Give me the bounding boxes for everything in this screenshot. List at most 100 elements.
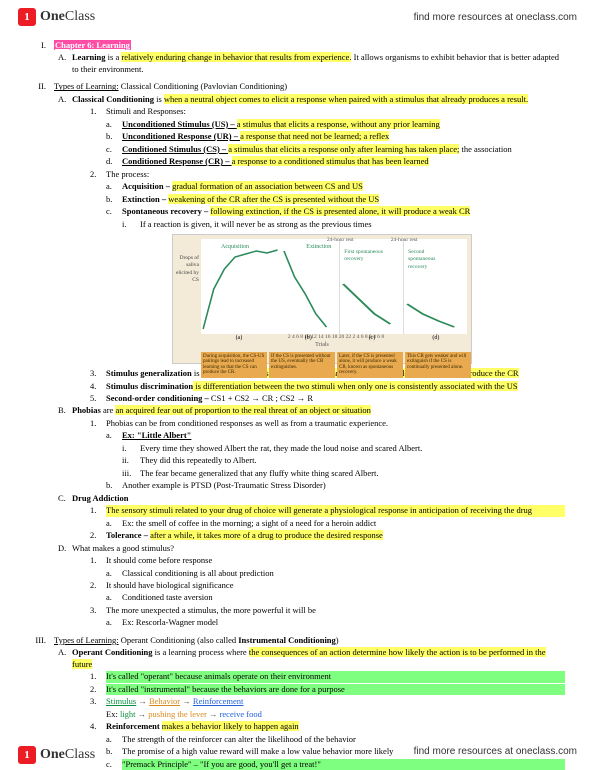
stimuli-heading: Stimuli and Responses: <box>106 106 565 117</box>
panel-label: First spontaneous recovery <box>344 249 384 264</box>
lvl-a-lbl: A. <box>54 52 72 75</box>
process-heading: The process: <box>106 169 565 180</box>
section-ii: II. Types of Learning: Classical Conditi… <box>30 81 565 628</box>
logo-text: OneClass <box>40 9 95 25</box>
roman-num: I. <box>30 40 54 75</box>
num-lbl: 4. <box>90 381 106 392</box>
albert-ii: They did this repeatedly to Albert. <box>140 455 565 466</box>
panel-letter: (d) <box>432 334 439 342</box>
y-axis-label: Drops of saliva elicited by CS <box>175 255 199 285</box>
sub-lbl: i. <box>122 219 140 230</box>
note: If a reaction is given, it will never be… <box>140 219 565 230</box>
panel-letter: (c) <box>369 334 376 342</box>
footer-link[interactable]: find more resources at oneclass.com <box>414 746 577 764</box>
chapter-title: Chapter 6: Learning <box>54 40 131 50</box>
sub-lbl: i. <box>122 443 140 454</box>
num-lbl: 2. <box>90 530 106 541</box>
stim-disc: Stimulus discrimination is differentiati… <box>106 381 565 392</box>
reinf-a: The strength of the reinforcer can alter… <box>122 734 565 745</box>
caption-d: This CR gets weaker and will extinguish … <box>405 352 471 378</box>
albert-iii: The fear became generalized that any flu… <box>140 468 565 479</box>
sub-lbl: a. <box>106 617 122 628</box>
phobias: Phobias are an acquired fear out of prop… <box>72 405 565 491</box>
lvl-a-lbl: A. <box>54 94 72 405</box>
sub-lbl: a. <box>106 568 122 579</box>
x-ticks: 2 4 6 8 10 12 14 16 18 20 22 2 4 6 8 2 4… <box>173 334 471 341</box>
sub-lbl: a. <box>106 734 122 745</box>
d2: It should have biological significance <box>106 580 565 591</box>
num-lbl: 3. <box>90 605 106 616</box>
roman-num: II. <box>30 81 54 628</box>
num-lbl: 2. <box>90 169 106 180</box>
ptsd: Another example is PTSD (Post-Traumatic … <box>122 480 565 491</box>
logo-text: OneClass <box>40 747 95 763</box>
sub-lbl: a. <box>106 430 122 441</box>
acquisition-def: Acquisition – gradual formation of an as… <box>122 181 565 192</box>
ur-def: Unconditioned Response (UR) – a response… <box>122 131 565 142</box>
panel-letter: (a) <box>236 334 243 342</box>
num-lbl: 3. <box>90 696 106 707</box>
instrumental: Instrumental Conditioning <box>238 635 336 645</box>
sbr-chain: Stimulus → Behavior → Reinforcement <box>106 696 565 707</box>
extinction-def: Extinction – weakening of the CR after t… <box>122 194 565 205</box>
num-lbl: 4. <box>90 721 106 732</box>
drug-addiction: Drug Addiction 1.The sensory stimuli rel… <box>72 493 565 542</box>
little-albert: Ex: "Little Albert" <box>122 430 565 441</box>
num-lbl: 1. <box>90 671 106 682</box>
footer-logo: 1 OneClass <box>18 746 95 764</box>
reinforcement: Reinforcement makes a behavior likely to… <box>106 721 565 732</box>
d1a: Classical conditioning is all about pred… <box>122 568 565 579</box>
chart-captions: During acquisition, the CS-US pairings l… <box>173 352 471 378</box>
num-lbl: 1. <box>90 106 106 117</box>
good-stimulus: What makes a good stimulus? 1.It should … <box>72 543 565 629</box>
caption-a: During acquisition, the CS-US pairings l… <box>201 352 267 378</box>
section-subtitle: Operant Conditioning (also called <box>119 635 239 645</box>
num-lbl: 1. <box>90 505 106 516</box>
sub-lbl: a. <box>106 592 122 603</box>
conditioning-chart: Drops of saliva elicited by CS Acquisiti… <box>172 234 565 364</box>
d1: It should come before response <box>106 555 565 566</box>
header: 1 OneClass find more resources at onecla… <box>0 0 595 30</box>
chart-panel-c: 24-hour rest First spontaneous recovery … <box>339 239 403 334</box>
sub-lbl: ii. <box>122 455 140 466</box>
x-label: Trials <box>173 341 471 349</box>
operant-why: It's called "operant" because animals op… <box>106 671 565 682</box>
cs-def: Conditioned Stimulus (CS) – a stimulus t… <box>122 144 565 155</box>
phobia-note: Phobias can be from conditioned response… <box>106 418 565 429</box>
drug-stim: The sensory stimuli related to your drug… <box>106 505 565 516</box>
num-lbl: 1. <box>90 418 106 429</box>
sub-lbl: b. <box>106 194 122 205</box>
drug-ex: Ex: the smell of coffee in the morning; … <box>122 518 565 529</box>
sub-lbl: iii. <box>122 468 140 479</box>
panel-label: Second spontaneous recovery <box>408 249 448 271</box>
lvl-c-lbl: C. <box>54 493 72 542</box>
spontaneous-def: Spontaneous recovery – following extinct… <box>122 206 565 217</box>
panel-letter: (b) <box>305 334 312 342</box>
instrumental-why: It's called "instrumental" because the b… <box>106 684 565 695</box>
sub-lbl: c. <box>106 144 122 155</box>
num-lbl: 2. <box>90 684 106 695</box>
paren: ) <box>336 635 339 645</box>
cr-def: Conditioned Response (CR) – a response t… <box>122 156 565 167</box>
footer: 1 OneClass find more resources at onecla… <box>0 746 595 764</box>
section-title: Types of Learning: <box>54 635 119 645</box>
section-i: I. Chapter 6: Learning A. Learning is a … <box>30 40 565 75</box>
curve-acq-ext <box>201 239 339 334</box>
classical-def: Classical Conditioning is when a neutral… <box>72 94 565 405</box>
tolerance: Tolerance – after a while, it takes more… <box>106 530 565 541</box>
top-link[interactable]: find more resources at oneclass.com <box>414 12 577 23</box>
num-lbl: 5. <box>90 393 106 404</box>
d2a: Conditioned taste aversion <box>122 592 565 603</box>
albert-i: Every time they showed Albert the rat, t… <box>140 443 565 454</box>
sub-lbl: b. <box>106 480 122 491</box>
chart-panel-d: 24-hour rest Second spontaneous recovery… <box>403 239 467 334</box>
caption-b: If the CS is presented without the US, e… <box>269 352 335 378</box>
sub-lbl: b. <box>106 131 122 142</box>
section-title: Types of Learning: <box>54 81 119 91</box>
content: I. Chapter 6: Learning A. Learning is a … <box>0 30 595 770</box>
caption-c: Later, if the CS is presented alone, it … <box>337 352 403 378</box>
blank-lbl <box>90 709 106 720</box>
sub-lbl: c. <box>106 206 122 217</box>
d3a: Ex: Rescorla-Wagner model <box>122 617 565 628</box>
sbr-ex: Ex: light → pushing the lever → receive … <box>106 709 565 720</box>
